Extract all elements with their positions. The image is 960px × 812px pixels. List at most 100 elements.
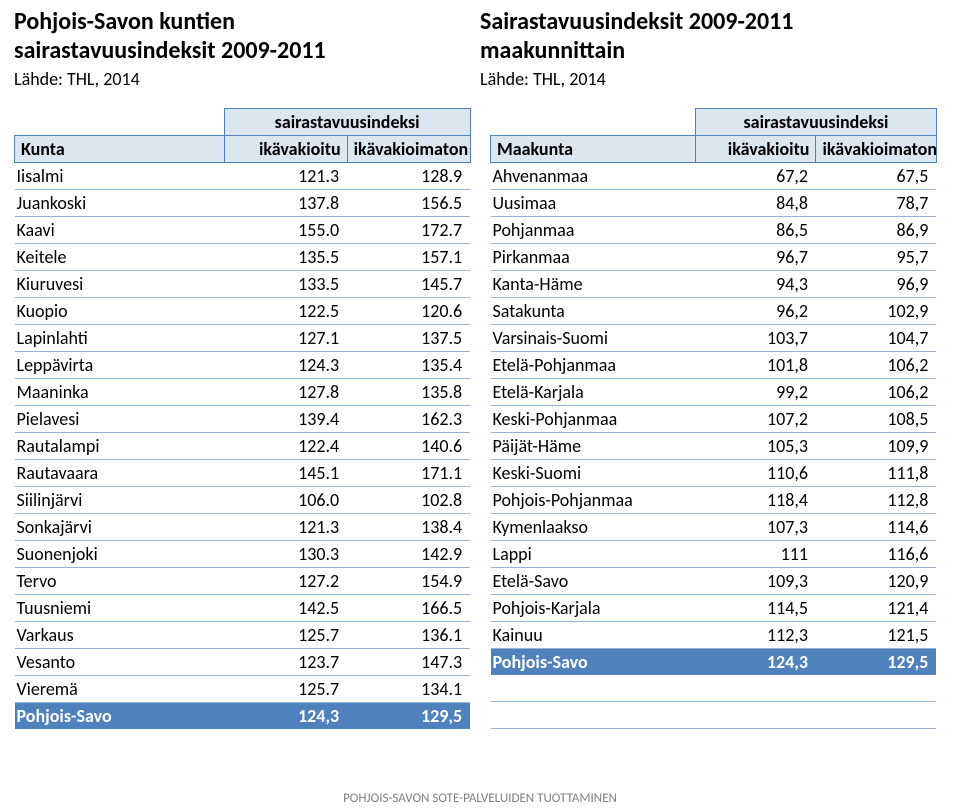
table-row: Päijät-Häme105,3109,9 — [491, 432, 937, 459]
row-v2: 102,9 — [816, 297, 936, 324]
row-v2: 137.5 — [347, 324, 470, 351]
table-row: Siilinjärvi106.0102.8 — [15, 486, 471, 513]
row-v2: 156.5 — [347, 189, 470, 216]
row-v2: 106,2 — [816, 351, 936, 378]
row-name: Rautalampi — [15, 432, 225, 459]
row-v1: 109,3 — [696, 567, 816, 594]
left-table-col: sairastavuusindeksi Kunta ikävakioitu ik… — [14, 108, 480, 729]
row-v1: 110,6 — [696, 459, 816, 486]
row-v1: 86,5 — [696, 216, 816, 243]
row-name: Maaninka — [15, 378, 225, 405]
right-summary-name: Pohjois-Savo — [491, 648, 696, 675]
row-name: Pirkanmaa — [491, 243, 696, 270]
table-row: Suonenjoki130.3142.9 — [15, 540, 471, 567]
right-col-name: Maakunta — [491, 135, 696, 162]
table-row: Etelä-Savo109,3120,9 — [491, 567, 937, 594]
row-v1: 155.0 — [224, 216, 347, 243]
row-v2: 78,7 — [816, 189, 936, 216]
row-v1: 101,8 — [696, 351, 816, 378]
table-row: Pohjois-Karjala114,5121,4 — [491, 594, 937, 621]
left-col-v1: ikävakioitu — [224, 135, 347, 162]
title-row: Pohjois-Savon kuntien sairastavuusindeks… — [14, 8, 946, 66]
page: Pohjois-Savon kuntien sairastavuusindeks… — [0, 0, 960, 812]
left-col-name: Kunta — [15, 135, 225, 162]
table-row: Lappi111116,6 — [491, 540, 937, 567]
title-left-line1: Pohjois-Savon kuntien — [14, 8, 480, 37]
row-name: Vesanto — [15, 648, 225, 675]
table-row: Sonkajärvi121.3138.4 — [15, 513, 471, 540]
row-v2: 135.4 — [347, 351, 470, 378]
table-row: Vesanto123.7147.3 — [15, 648, 471, 675]
row-v2: 172.7 — [347, 216, 470, 243]
row-v1: 96,7 — [696, 243, 816, 270]
row-name: Kanta-Häme — [491, 270, 696, 297]
row-name: Etelä-Karjala — [491, 378, 696, 405]
row-v2: 104,7 — [816, 324, 936, 351]
row-v1: 145.1 — [224, 459, 347, 486]
right-blank-row-2 — [491, 701, 937, 728]
right-summary-row: Pohjois-Savo 124,3 129,5 — [491, 648, 937, 675]
row-v1: 124.3 — [224, 351, 347, 378]
source-left: Lähde: THL, 2014 — [14, 68, 480, 90]
table-row: Kanta-Häme94,396,9 — [491, 270, 937, 297]
row-v1: 84,8 — [696, 189, 816, 216]
row-v1: 133.5 — [224, 270, 347, 297]
row-v1: 121.3 — [224, 513, 347, 540]
row-v2: 128.9 — [347, 162, 470, 189]
row-v1: 122.4 — [224, 432, 347, 459]
row-v2: 106,2 — [816, 378, 936, 405]
row-v2: 171.1 — [347, 459, 470, 486]
row-v1: 127.2 — [224, 567, 347, 594]
row-name: Lapinlahti — [15, 324, 225, 351]
row-v2: 121,5 — [816, 621, 936, 648]
row-v2: 67,5 — [816, 162, 936, 189]
left-super-header: sairastavuusindeksi — [224, 108, 470, 135]
row-v2: 86,9 — [816, 216, 936, 243]
row-v1: 139.4 — [224, 405, 347, 432]
row-v2: 166.5 — [347, 594, 470, 621]
table-row: Keski-Suomi110,6111,8 — [491, 459, 937, 486]
row-v2: 134.1 — [347, 675, 470, 702]
row-v1: 107,3 — [696, 513, 816, 540]
left-summary-name: Pohjois-Savo — [15, 702, 225, 729]
title-left: Pohjois-Savon kuntien sairastavuusindeks… — [14, 8, 480, 66]
row-name: Satakunta — [491, 297, 696, 324]
row-name: Pohjanmaa — [491, 216, 696, 243]
row-name: Varsinais-Suomi — [491, 324, 696, 351]
row-v1: 125.7 — [224, 675, 347, 702]
title-right: Sairastavuusindeksit 2009-2011 maakunnit… — [480, 8, 946, 66]
row-name: Pielavesi — [15, 405, 225, 432]
table-row: Rautalampi122.4140.6 — [15, 432, 471, 459]
row-name: Juankoski — [15, 189, 225, 216]
row-v1: 121.3 — [224, 162, 347, 189]
row-name: Sonkajärvi — [15, 513, 225, 540]
row-v1: 118,4 — [696, 486, 816, 513]
table-row: Etelä-Karjala99,2106,2 — [491, 378, 937, 405]
row-name: Kymenlaakso — [491, 513, 696, 540]
row-v1: 112,3 — [696, 621, 816, 648]
row-name: Lappi — [491, 540, 696, 567]
left-summary-row: Pohjois-Savo 124,3 129,5 — [15, 702, 471, 729]
row-v1: 111 — [696, 540, 816, 567]
row-name: Varkaus — [15, 621, 225, 648]
table-row: Keski-Pohjanmaa107,2108,5 — [491, 405, 937, 432]
table-row: Keitele135.5157.1 — [15, 243, 471, 270]
row-name: Tuusniemi — [15, 594, 225, 621]
table-row: Juankoski137.8156.5 — [15, 189, 471, 216]
title-right-line1: Sairastavuusindeksit 2009-2011 — [480, 8, 946, 37]
footer-text: POHJOIS-SAVON SOTE-PALVELUIDEN TUOTTAMIN… — [0, 791, 960, 806]
row-v2: 145.7 — [347, 270, 470, 297]
row-v2: 102.8 — [347, 486, 470, 513]
row-v1: 123.7 — [224, 648, 347, 675]
row-name: Leppävirta — [15, 351, 225, 378]
row-name: Siilinjärvi — [15, 486, 225, 513]
row-v2: 138.4 — [347, 513, 470, 540]
row-name: Kaavi — [15, 216, 225, 243]
row-name: Suonenjoki — [15, 540, 225, 567]
right-table: sairastavuusindeksi Maakunta ikävakioitu… — [490, 108, 937, 729]
right-super-header: sairastavuusindeksi — [696, 108, 937, 135]
table-row: Uusimaa84,878,7 — [491, 189, 937, 216]
row-v2: 120.6 — [347, 297, 470, 324]
table-row: Pohjanmaa86,586,9 — [491, 216, 937, 243]
left-table: sairastavuusindeksi Kunta ikävakioitu ik… — [14, 108, 471, 729]
